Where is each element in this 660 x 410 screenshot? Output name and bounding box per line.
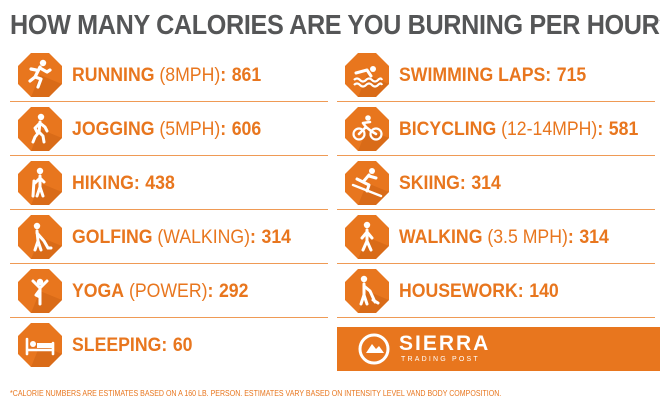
running-icon (18, 53, 62, 97)
right-column: SWIMMING LAPS: 715 BICYCLING (12-14MPH): 5… (337, 48, 655, 318)
left-column: RUNNING (8MPH): 861 JOGGING (5MPH): 606 (10, 48, 328, 372)
activity-label: YOGA (POWER): 292 (72, 281, 249, 302)
jogging-icon (18, 107, 62, 151)
walking-icon (345, 215, 389, 259)
sierra-logo-icon (357, 332, 391, 366)
yoga-icon (18, 269, 62, 313)
calorie-value: 438 (145, 173, 175, 194)
calorie-value: 314 (579, 227, 609, 248)
activity-label: SLEEPING: 60 (72, 335, 193, 356)
golfing-icon (18, 215, 62, 259)
sleeping-icon (18, 323, 62, 367)
activity-label: WALKING (3.5 MPH): 314 (399, 227, 609, 248)
activity-label: GOLFING (WALKING): 314 (72, 227, 291, 248)
sponsor-tagline: TRADING POST (401, 356, 480, 363)
calorie-value: 581 (608, 119, 639, 140)
activity-label: SKIING: 314 (399, 173, 501, 194)
activity-label: HOUSEWORK: 140 (399, 281, 559, 302)
activity-row-golfing: GOLFING (WALKING): 314 (10, 210, 328, 264)
activity-row-bicycling: BICYCLING (12-14MPH): 581 (337, 102, 655, 156)
calorie-value: 140 (529, 281, 559, 302)
calorie-value: 314 (261, 227, 291, 248)
footnote: *CALORIE NUMBERS ARE ESTIMATES BASED ON … (10, 389, 502, 398)
activity-row-running: RUNNING (8MPH): 861 (10, 48, 328, 102)
housework-icon (345, 269, 389, 313)
activity-label: BICYCLING (12-14MPH): 581 (399, 119, 639, 140)
skiing-icon (345, 161, 389, 205)
sponsor-name: SIERRA (399, 332, 491, 355)
activity-row-sleeping: SLEEPING: 60 (10, 318, 328, 372)
hiking-icon (18, 161, 62, 205)
activity-row-yoga: YOGA (POWER): 292 (10, 264, 328, 318)
activity-label: HIKING: 438 (72, 173, 175, 194)
activity-row-hiking: HIKING: 438 (10, 156, 328, 210)
calorie-value: 715 (556, 65, 587, 86)
calorie-value: 292 (218, 281, 249, 302)
calorie-value: 314 (471, 173, 501, 194)
sponsor-banner: SIERRA TRADING POST (337, 327, 660, 371)
calorie-value: 60 (172, 335, 193, 356)
activity-row-housework: HOUSEWORK: 140 (337, 264, 655, 318)
activity-row-swimming: SWIMMING LAPS: 715 (337, 48, 655, 102)
calorie-value: 861 (231, 65, 262, 86)
bicycling-icon (345, 107, 389, 151)
activity-row-walking: WALKING (3.5 MPH): 314 (337, 210, 655, 264)
activity-label: RUNNING (8MPH): 861 (72, 65, 262, 86)
activity-row-skiing: SKIING: 314 (337, 156, 655, 210)
title-text: HOW MANY CALORIES ARE YOU BURNING PER HO… (10, 9, 660, 40)
calorie-value: 606 (231, 119, 262, 140)
activity-label: JOGGING (5MPH): 606 (72, 119, 262, 140)
activity-label: SWIMMING LAPS: 715 (399, 65, 587, 86)
activity-row-jogging: JOGGING (5MPH): 606 (10, 102, 328, 156)
swimming-icon (345, 53, 389, 97)
page-title: HOW MANY CALORIES ARE YOU BURNING PER HO… (10, 10, 660, 40)
